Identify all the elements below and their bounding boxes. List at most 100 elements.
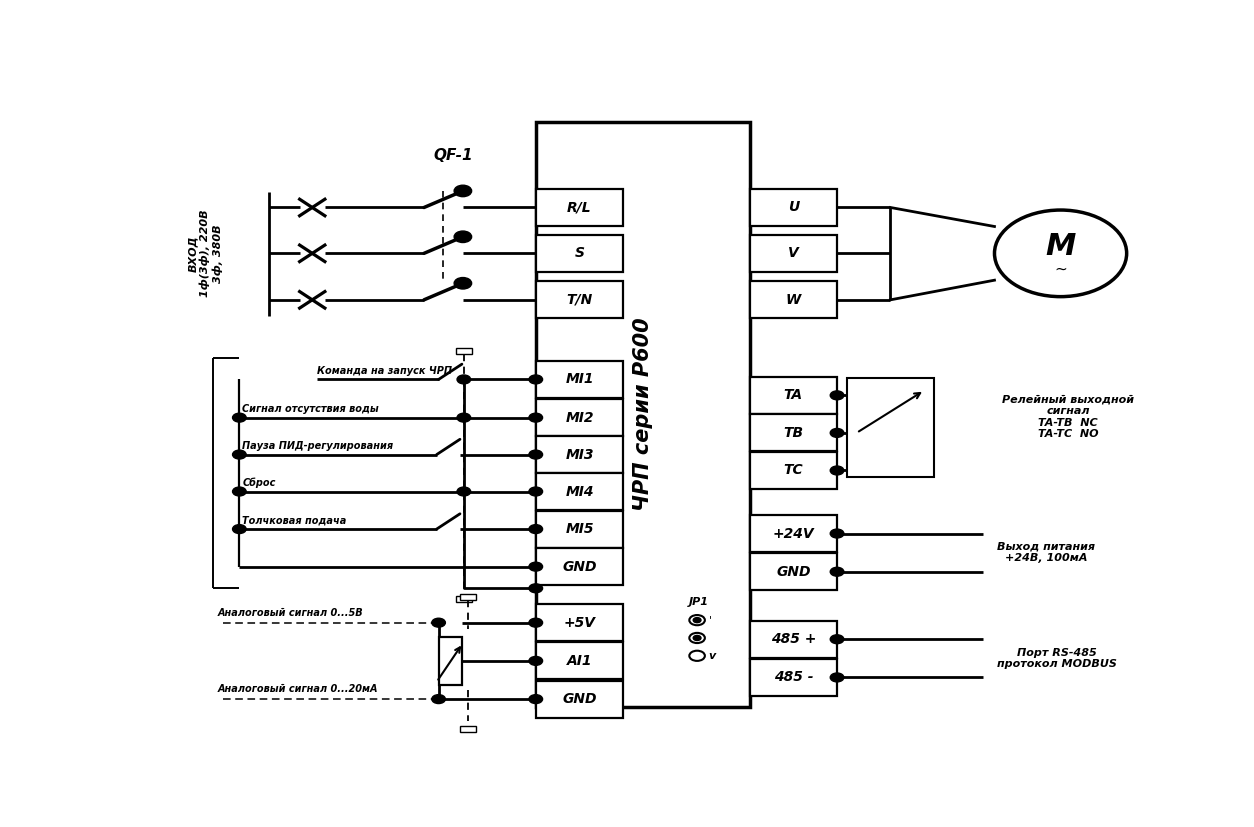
Text: GND: GND xyxy=(562,560,597,574)
Circle shape xyxy=(693,635,701,640)
Circle shape xyxy=(529,524,543,533)
Text: TC: TC xyxy=(784,463,803,477)
Text: Сброс: Сброс xyxy=(242,477,276,488)
Text: Аналоговый сигнал 0...20мА: Аналоговый сигнал 0...20мА xyxy=(218,684,379,694)
Bar xyxy=(535,122,750,707)
Bar xyxy=(535,281,623,318)
Bar xyxy=(460,594,475,600)
Bar xyxy=(535,548,623,586)
Bar xyxy=(750,515,838,552)
Bar xyxy=(535,510,623,547)
Circle shape xyxy=(830,673,844,682)
Circle shape xyxy=(529,414,543,422)
Bar xyxy=(535,643,623,679)
Bar xyxy=(750,377,838,414)
Circle shape xyxy=(529,487,543,496)
Text: +5V: +5V xyxy=(563,615,596,629)
Text: TB: TB xyxy=(784,426,804,440)
Circle shape xyxy=(454,185,472,197)
Text: Релейный выходной
сигнал
TA-TB  NC
TA-TC  NO: Релейный выходной сигнал TA-TB NC TA-TC … xyxy=(1002,394,1135,439)
Text: Аналоговый сигнал 0...5В: Аналоговый сигнал 0...5В xyxy=(218,608,364,618)
Text: Пауза ПИД-регулирования: Пауза ПИД-регулирования xyxy=(242,441,394,451)
Circle shape xyxy=(830,391,844,399)
Text: MI5: MI5 xyxy=(566,522,593,536)
Circle shape xyxy=(529,695,543,704)
Circle shape xyxy=(830,529,844,538)
Circle shape xyxy=(456,375,470,384)
Bar xyxy=(750,659,838,696)
Text: GND: GND xyxy=(562,692,597,706)
Bar xyxy=(750,189,838,226)
Bar xyxy=(535,436,623,473)
Circle shape xyxy=(232,414,246,422)
Circle shape xyxy=(456,487,470,496)
Text: +24V: +24V xyxy=(772,527,814,541)
Circle shape xyxy=(529,450,543,459)
Text: MI4: MI4 xyxy=(566,485,593,499)
Text: GND: GND xyxy=(776,565,810,579)
Bar xyxy=(460,725,475,732)
Text: MI3: MI3 xyxy=(566,447,593,461)
Text: 485 -: 485 - xyxy=(774,671,813,685)
Bar xyxy=(750,235,838,272)
Text: MI1: MI1 xyxy=(566,372,593,386)
Circle shape xyxy=(529,657,543,666)
Circle shape xyxy=(830,635,844,643)
Circle shape xyxy=(529,584,543,593)
Bar xyxy=(535,399,623,436)
Circle shape xyxy=(529,375,543,384)
Circle shape xyxy=(431,695,445,704)
Circle shape xyxy=(232,450,246,459)
Text: ЧРП серии Р600: ЧРП серии Р600 xyxy=(633,318,652,511)
Text: JP1: JP1 xyxy=(690,597,710,607)
Text: U: U xyxy=(788,200,799,214)
Circle shape xyxy=(529,619,543,627)
Circle shape xyxy=(232,487,246,496)
Text: ~: ~ xyxy=(1055,262,1067,277)
Bar xyxy=(750,414,838,452)
Text: T/N: T/N xyxy=(567,293,593,307)
Circle shape xyxy=(693,618,701,623)
Circle shape xyxy=(454,231,472,242)
Circle shape xyxy=(456,414,470,422)
Text: QF-1: QF-1 xyxy=(434,148,473,163)
Bar xyxy=(750,621,838,657)
Bar xyxy=(535,361,623,398)
Text: TA: TA xyxy=(784,389,803,403)
Circle shape xyxy=(529,562,543,571)
Text: v: v xyxy=(709,651,716,661)
Text: V: V xyxy=(788,246,799,261)
Bar xyxy=(456,348,472,354)
Text: Команда на запуск ЧРП: Команда на запуск ЧРП xyxy=(317,366,453,375)
Bar xyxy=(439,637,461,685)
Circle shape xyxy=(830,466,844,475)
Text: ': ' xyxy=(709,615,712,625)
Text: S: S xyxy=(574,246,584,261)
Bar xyxy=(846,377,934,477)
Text: W: W xyxy=(786,293,801,307)
Bar xyxy=(535,473,623,510)
Circle shape xyxy=(830,567,844,576)
Bar xyxy=(535,605,623,641)
Bar xyxy=(456,596,472,602)
Text: ВХОД
1ф(3ф), 220В
3ф, 380В: ВХОД 1ф(3ф), 220В 3ф, 380В xyxy=(188,209,222,297)
Text: M: M xyxy=(1046,232,1076,261)
Text: Толчковая подача: Толчковая подача xyxy=(242,515,346,525)
Bar xyxy=(535,681,623,718)
Text: Выход питания
+24В, 100мА: Выход питания +24В, 100мА xyxy=(997,542,1096,563)
Text: Порт RS-485
протокол MODBUS: Порт RS-485 протокол MODBUS xyxy=(997,648,1117,669)
Text: Сигнал отсутствия воды: Сигнал отсутствия воды xyxy=(242,404,379,414)
Circle shape xyxy=(232,524,246,533)
Bar xyxy=(750,452,838,489)
Text: MI2: MI2 xyxy=(566,411,593,424)
Circle shape xyxy=(830,428,844,437)
Text: 485 +: 485 + xyxy=(771,632,816,646)
Circle shape xyxy=(431,619,445,627)
Circle shape xyxy=(454,278,472,289)
Bar xyxy=(535,235,623,272)
Text: AI1: AI1 xyxy=(567,654,592,668)
Text: R/L: R/L xyxy=(567,200,592,214)
Bar xyxy=(535,189,623,226)
Bar xyxy=(750,553,838,590)
Bar xyxy=(750,281,838,318)
